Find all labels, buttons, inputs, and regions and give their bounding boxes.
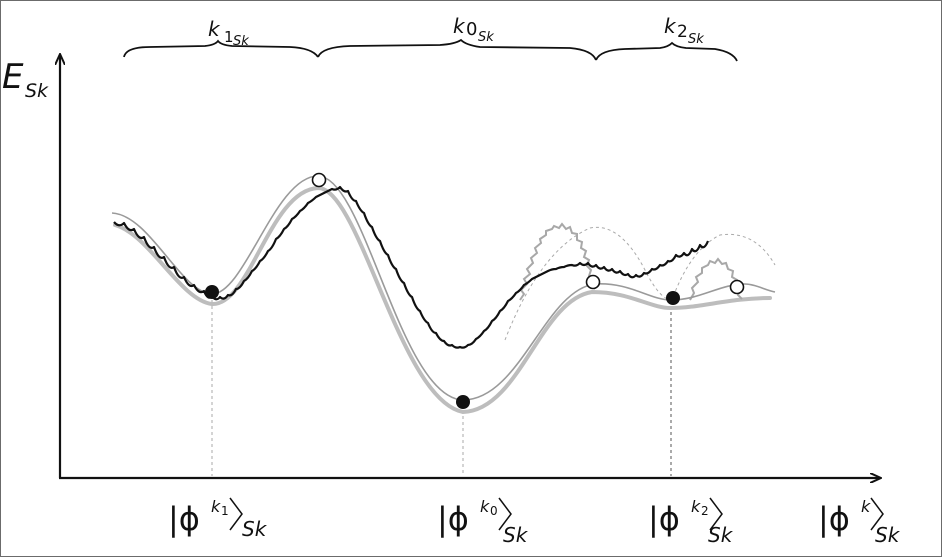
brace-k0 bbox=[317, 38, 597, 61]
svg-text:2: 2 bbox=[677, 22, 688, 42]
svg-text:Sk: Sk bbox=[503, 523, 529, 547]
svg-text:1: 1 bbox=[224, 28, 234, 46]
svg-text:Sk: Sk bbox=[875, 523, 901, 547]
svg-text:|ϕ: |ϕ bbox=[818, 500, 850, 538]
svg-text:|ϕ: |ϕ bbox=[437, 500, 469, 538]
svg-text:Sk: Sk bbox=[233, 34, 249, 49]
brace-k2 bbox=[595, 41, 738, 62]
brace-label-k0: k 0 Sk bbox=[453, 14, 494, 45]
rough-wavy-curve bbox=[113, 185, 710, 349]
brace-k1 bbox=[123, 39, 319, 58]
brace-label-k2: k 2 Sk bbox=[664, 14, 704, 47]
svg-text:Sk: Sk bbox=[688, 32, 704, 47]
svg-text:E: E bbox=[2, 57, 24, 97]
state-label-k0: |ϕ k 0 Sk bbox=[437, 497, 529, 547]
barrier-marker-k0-k2 bbox=[585, 274, 601, 290]
svg-text:0: 0 bbox=[490, 504, 498, 518]
state-label-k1: |ϕ k 1 Sk bbox=[168, 497, 268, 541]
minimum-marker-k0 bbox=[456, 395, 470, 409]
y-axis-label: E Sk bbox=[2, 57, 49, 102]
minimum-marker-k1 bbox=[205, 285, 219, 299]
excited-curve-1 bbox=[519, 222, 596, 301]
svg-text:2: 2 bbox=[701, 504, 709, 518]
svg-text:k: k bbox=[453, 14, 466, 38]
svg-text:k: k bbox=[208, 17, 221, 41]
minimum-marker-k2 bbox=[666, 291, 680, 305]
dashed-envelope-curve bbox=[504, 226, 776, 341]
svg-text:0: 0 bbox=[466, 19, 477, 40]
svg-text:Sk: Sk bbox=[25, 80, 49, 102]
svg-text:Sk: Sk bbox=[242, 517, 268, 541]
svg-text:Sk: Sk bbox=[478, 30, 494, 45]
x-axis-label: |ϕ k Sk bbox=[818, 497, 901, 547]
svg-text:k: k bbox=[480, 497, 490, 516]
state-label-k2: |ϕ k 2 Sk bbox=[648, 497, 734, 547]
svg-text:|ϕ: |ϕ bbox=[168, 500, 200, 538]
barrier-marker-right bbox=[729, 279, 745, 295]
brace-label-k1: k 1 Sk bbox=[208, 17, 249, 49]
svg-text:Sk: Sk bbox=[708, 523, 734, 547]
svg-text:k: k bbox=[691, 497, 701, 516]
excited-curve-2 bbox=[689, 257, 743, 301]
svg-text:k: k bbox=[211, 497, 221, 516]
shadow-curve bbox=[113, 185, 772, 415]
barrier-marker-k1-k0 bbox=[311, 172, 327, 188]
svg-text:k: k bbox=[861, 497, 871, 516]
svg-text:k: k bbox=[664, 14, 677, 38]
svg-text:|ϕ: |ϕ bbox=[648, 500, 680, 538]
svg-text:1: 1 bbox=[221, 504, 229, 518]
